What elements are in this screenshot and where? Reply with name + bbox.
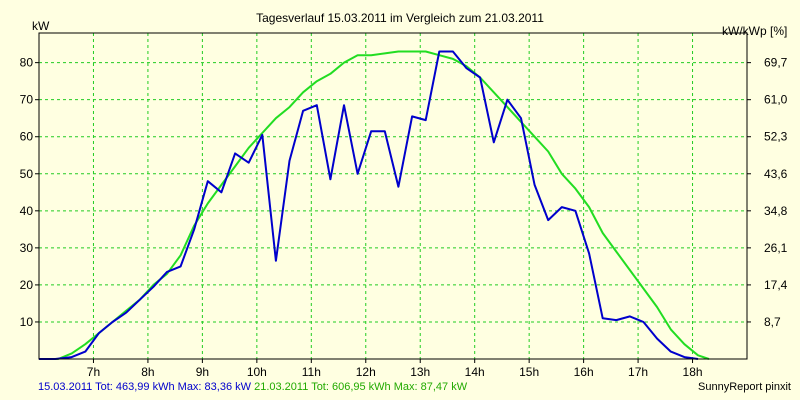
chart-title: Tagesverlauf 15.03.2011 im Vergleich zum… — [256, 11, 544, 25]
y-tick-label-right: 43,6 — [764, 167, 788, 181]
x-tick-label: 14h — [465, 365, 485, 379]
x-tick-label: 10h — [247, 365, 267, 379]
y-tick-label-right: 69,7 — [764, 56, 788, 70]
x-tick-label: 13h — [410, 365, 430, 379]
x-tick-label: 11h — [302, 365, 321, 379]
x-tick-label: 16h — [574, 365, 594, 379]
y-tick-label-left: 20 — [20, 278, 34, 292]
series1-stats: Tot: 463,99 kWh Max: 83,36 kW — [95, 381, 252, 393]
x-tick-label: 8h — [141, 365, 154, 379]
x-tick-label: 12h — [356, 365, 376, 379]
x-tick-label: 7h — [87, 365, 100, 379]
y-tick-label-left: 30 — [20, 241, 34, 255]
footer: 15.03.2011 Tot: 463,99 kWh Max: 83,36 kW… — [0, 381, 800, 399]
grid — [39, 33, 747, 359]
x-tick-label: 15h — [519, 365, 539, 379]
y-tick-label-left: 70 — [20, 93, 34, 107]
ticks: 7h 8h 9h 10h 11h 12h 13h 14h 15h 16h 17h 18h 10 20 30 4… — [20, 56, 788, 379]
series2-stats: Tot: 606,95 kWh Max: 87,47 kW — [311, 381, 468, 393]
y-tick-label-left: 10 — [20, 315, 34, 329]
x-tick-label: 17h — [628, 365, 648, 379]
series-line-15-03-2011 — [39, 50, 699, 360]
series1-date: 15.03.2011 — [38, 381, 93, 393]
y-tick-label-left: 50 — [20, 167, 34, 181]
x-tick-label: 18h — [683, 365, 703, 379]
footer-credit: SunnyReport pinxit — [698, 381, 791, 393]
y-tick-label-left: 60 — [20, 130, 34, 144]
x-tick-label: 9h — [196, 365, 209, 379]
series-layer — [39, 50, 710, 360]
y-tick-label-right: 61,0 — [764, 93, 788, 107]
footer-stats: 15.03.2011 Tot: 463,99 kWh Max: 83,36 kW… — [38, 381, 467, 393]
y-tick-label-right: 17,4 — [764, 278, 788, 292]
y-tick-label-right: 26,1 — [764, 241, 788, 255]
y-axis-right-label: kW/kWp [%] — [722, 24, 787, 38]
y-tick-label-left: 40 — [20, 204, 34, 218]
y-tick-label-left: 80 — [20, 56, 34, 70]
plot-frame — [38, 32, 748, 360]
y-tick-label-right: 34,8 — [764, 204, 788, 218]
series2-date: 21.03.2011 — [254, 381, 309, 393]
y-tick-label-right: 8,7 — [764, 315, 781, 329]
y-axis-left-label: kW — [32, 19, 50, 33]
y-tick-label-right: 52,3 — [764, 130, 788, 144]
